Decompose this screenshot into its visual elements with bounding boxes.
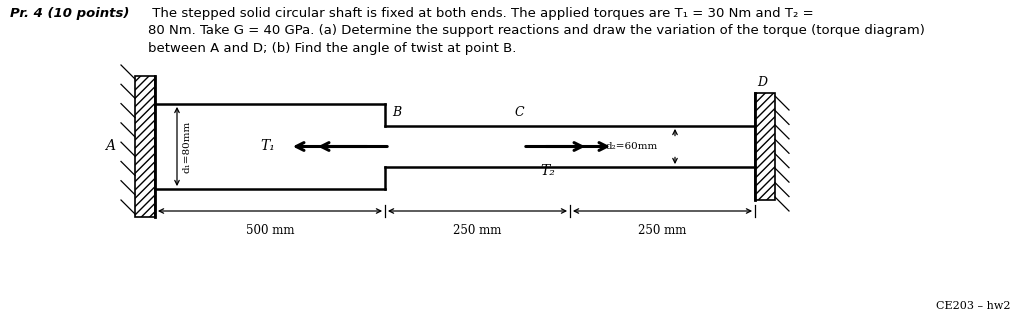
Text: D: D (757, 76, 767, 89)
Text: 500 mm: 500 mm (246, 224, 294, 237)
Bar (135, 76, 155, 217)
Text: A: A (105, 139, 115, 153)
Text: 250 mm: 250 mm (454, 224, 502, 237)
Text: d₁=80mm: d₁=80mm (182, 120, 191, 173)
Text: 250 mm: 250 mm (638, 224, 687, 237)
Text: B: B (392, 106, 401, 119)
Bar (755, 93, 775, 200)
Text: Pr. 4 (10 points): Pr. 4 (10 points) (10, 7, 129, 20)
Text: T₂: T₂ (540, 165, 555, 179)
Text: CE203 – hw2: CE203 – hw2 (936, 301, 1010, 311)
Text: The stepped solid circular shaft is fixed at both ends. The applied torques are : The stepped solid circular shaft is fixe… (148, 7, 925, 55)
Text: T₁: T₁ (260, 139, 275, 153)
Text: d₂=60mm: d₂=60mm (605, 142, 657, 151)
Text: C: C (515, 106, 524, 119)
